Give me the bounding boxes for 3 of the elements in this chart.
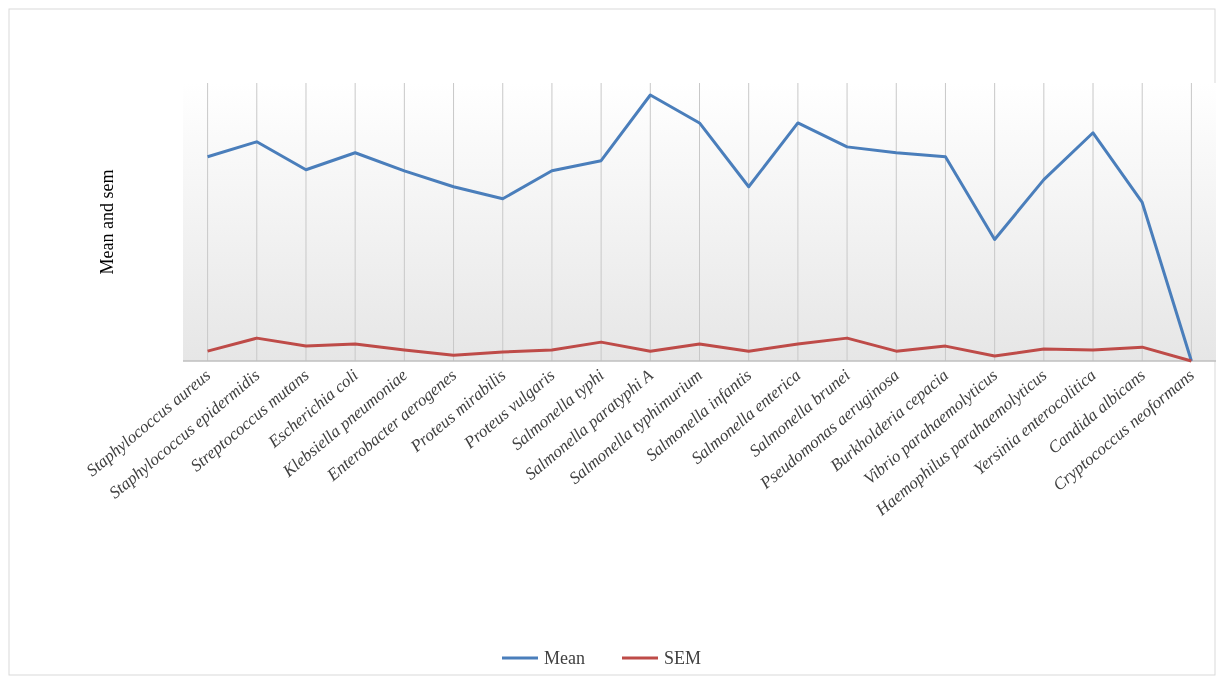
y-axis-title: Mean and sem	[97, 169, 117, 275]
legend-label: SEM	[664, 648, 702, 668]
legend-label: Mean	[544, 648, 585, 668]
